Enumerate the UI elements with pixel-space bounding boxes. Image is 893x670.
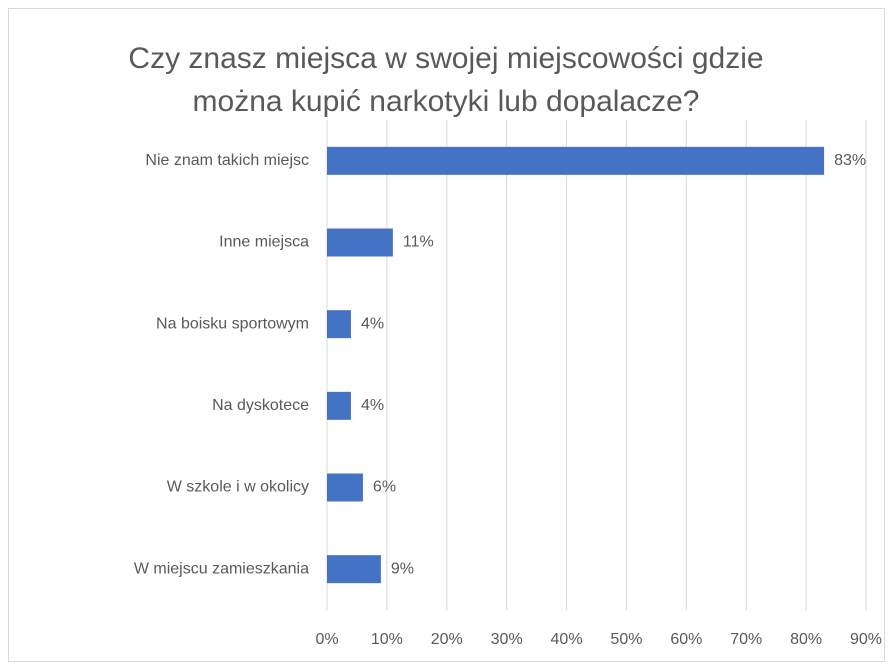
x-tick-label: 80% bbox=[790, 631, 822, 648]
data-label: 6% bbox=[373, 479, 396, 496]
bar bbox=[327, 555, 381, 584]
bar bbox=[327, 310, 351, 339]
data-label: 4% bbox=[361, 315, 384, 332]
x-tick-label: 20% bbox=[431, 631, 463, 648]
y-tick-label: Na boisku sportowym bbox=[156, 315, 309, 332]
data-label: 4% bbox=[361, 397, 384, 414]
chart-title: Czy znasz miejsca w swojej miejscowości … bbox=[128, 42, 763, 75]
y-tick-label: Nie znam takich miejsc bbox=[145, 152, 309, 169]
x-tick-label: 0% bbox=[315, 631, 338, 648]
x-tick-label: 50% bbox=[610, 631, 642, 648]
x-tick-label: 30% bbox=[491, 631, 523, 648]
y-tick-label: W miejscu zamieszkania bbox=[134, 560, 309, 577]
chart-title: można kupić narkotyki lub dopalacze? bbox=[193, 85, 700, 118]
data-label: 83% bbox=[834, 152, 866, 169]
y-tick-label: Na dyskotece bbox=[212, 397, 309, 414]
y-tick-label: W szkole i w okolicy bbox=[167, 479, 309, 496]
x-tick-label: 60% bbox=[670, 631, 702, 648]
x-tick-label: 90% bbox=[850, 631, 882, 648]
x-tick-label: 40% bbox=[551, 631, 583, 648]
bar bbox=[327, 228, 393, 257]
bar bbox=[327, 391, 351, 420]
data-label: 11% bbox=[403, 234, 434, 251]
bar bbox=[327, 146, 825, 175]
y-tick-label: Inne miejsca bbox=[219, 234, 309, 251]
bar bbox=[327, 473, 363, 502]
x-tick-label: 10% bbox=[371, 631, 403, 648]
x-tick-label: 70% bbox=[730, 631, 762, 648]
data-label: 9% bbox=[391, 560, 414, 577]
